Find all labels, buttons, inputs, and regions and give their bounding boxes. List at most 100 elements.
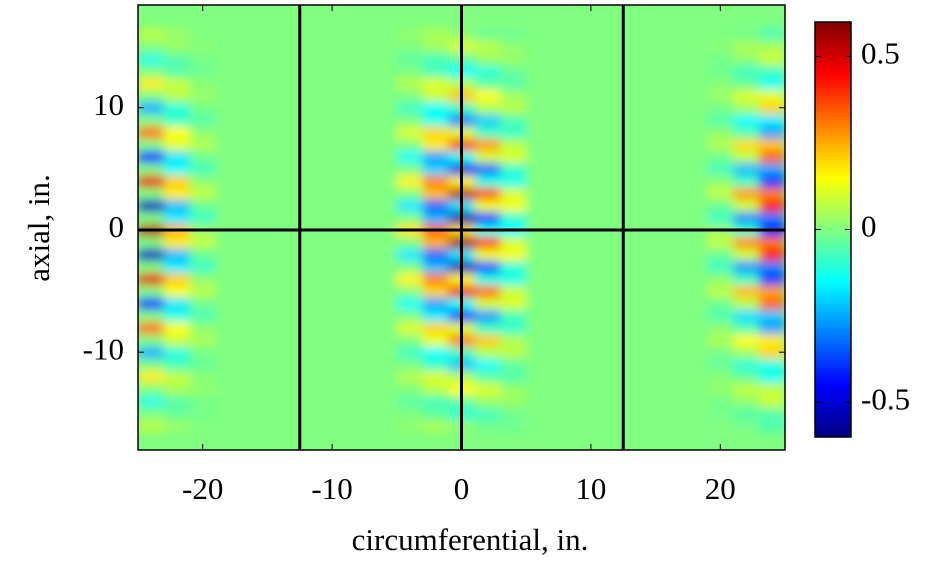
heatmap-cell <box>629 150 657 164</box>
heatmap-cell <box>241 199 268 213</box>
heatmap-cell <box>396 260 424 274</box>
heatmap-cell <box>138 346 165 359</box>
heatmap-cell <box>396 248 424 262</box>
heatmap-cell <box>189 101 217 115</box>
heatmap-cell <box>759 358 785 372</box>
heatmap-cell <box>500 126 527 139</box>
heatmap-cell <box>422 89 450 103</box>
heatmap-cell <box>707 126 734 139</box>
heatmap-cell <box>526 333 553 347</box>
heatmap-cell <box>370 199 398 213</box>
heatmap-cell <box>707 309 734 323</box>
heatmap-cell <box>241 419 268 433</box>
heatmap-cell <box>241 162 268 176</box>
heatmap-cell <box>163 199 191 213</box>
heatmap-cell <box>138 321 165 335</box>
heatmap-cell <box>603 346 631 359</box>
heatmap-cell <box>629 28 657 41</box>
heatmap-cell <box>603 89 631 103</box>
heatmap-cell <box>163 419 191 433</box>
heatmap-cell <box>241 260 268 274</box>
heatmap-cell <box>500 394 527 408</box>
heatmap-cell <box>189 28 217 41</box>
heatmap-cell <box>681 162 708 176</box>
heatmap-cell <box>267 138 294 151</box>
heatmap-cell <box>500 407 527 420</box>
heatmap-cell <box>629 64 657 78</box>
heatmap-cell <box>396 236 424 249</box>
heatmap-cell <box>655 126 682 139</box>
heatmap-cell <box>577 52 605 66</box>
heatmap-cell <box>474 187 501 200</box>
heatmap-cell <box>474 407 501 420</box>
heatmap-cell <box>138 89 165 103</box>
heatmap-cells-smooth <box>138 28 785 433</box>
heatmap-cell <box>345 162 372 176</box>
heatmap-cell <box>552 419 579 433</box>
heatmap-cell <box>474 260 501 274</box>
heatmap-cell <box>370 138 398 151</box>
heatmap-cell <box>241 101 268 115</box>
heatmap-cell <box>474 211 501 225</box>
heatmap-cell <box>370 126 398 139</box>
heatmap-cell <box>500 321 527 335</box>
heatmap-cell <box>370 346 398 359</box>
heatmap-cell <box>267 40 294 54</box>
heatmap-cell <box>267 248 294 262</box>
heatmap-cell <box>474 40 501 54</box>
heatmap-cell <box>759 52 785 66</box>
heatmap-cell <box>163 150 191 164</box>
heatmap-cell <box>241 28 268 41</box>
heatmap-cell <box>552 64 579 78</box>
heatmap-cell <box>215 309 243 323</box>
heatmap-cell <box>189 40 217 54</box>
heatmap-cell <box>655 407 682 420</box>
heatmap-cell <box>603 150 631 164</box>
heatmap-cell <box>267 333 294 347</box>
heatmap-cell <box>138 309 165 323</box>
heatmap-cell <box>241 394 268 408</box>
heatmap-cell <box>215 113 243 127</box>
heatmap-cell <box>759 113 785 127</box>
heatmap-cell <box>733 248 760 262</box>
heatmap-cell <box>370 77 398 90</box>
heatmap-cell <box>629 382 657 396</box>
heatmap-cell <box>345 174 372 188</box>
heatmap-cell <box>552 346 579 359</box>
heatmap-cell <box>629 101 657 115</box>
heatmap-cell <box>422 248 450 262</box>
heatmap-cell <box>500 358 527 372</box>
heatmap-cell <box>526 52 553 66</box>
heatmap-cell <box>526 346 553 359</box>
heatmap-cell <box>293 297 320 310</box>
heatmap-cell <box>681 321 708 335</box>
heatmap-cell <box>707 101 734 115</box>
heatmap-cell <box>577 382 605 396</box>
heatmap-cell <box>707 407 734 420</box>
heatmap-cell <box>215 394 243 408</box>
heatmap-cell <box>759 236 785 249</box>
heatmap-cell <box>370 236 398 249</box>
heatmap-cell <box>396 40 424 54</box>
heatmap-cell <box>345 309 372 323</box>
heatmap-cell <box>422 297 450 310</box>
heatmap-cell <box>267 358 294 372</box>
heatmap-cell <box>603 40 631 54</box>
heatmap-cell <box>526 394 553 408</box>
heatmap-cell <box>370 297 398 310</box>
heatmap-cell <box>241 138 268 151</box>
heatmap-cell <box>293 407 320 420</box>
heatmap-cell <box>474 382 501 396</box>
heatmap-cell <box>163 211 191 225</box>
heatmap-cell <box>500 101 527 115</box>
heatmap-cell <box>319 199 346 213</box>
heatmap-cell <box>759 248 785 262</box>
heatmap-cell <box>707 174 734 188</box>
heatmap-cell <box>603 358 631 372</box>
heatmap-cell <box>733 138 760 151</box>
heatmap-cell <box>319 236 346 249</box>
heatmap-cell <box>500 77 527 90</box>
heatmap-cell <box>163 407 191 420</box>
heatmap-cell <box>629 284 657 298</box>
heatmap-cell <box>655 211 682 225</box>
